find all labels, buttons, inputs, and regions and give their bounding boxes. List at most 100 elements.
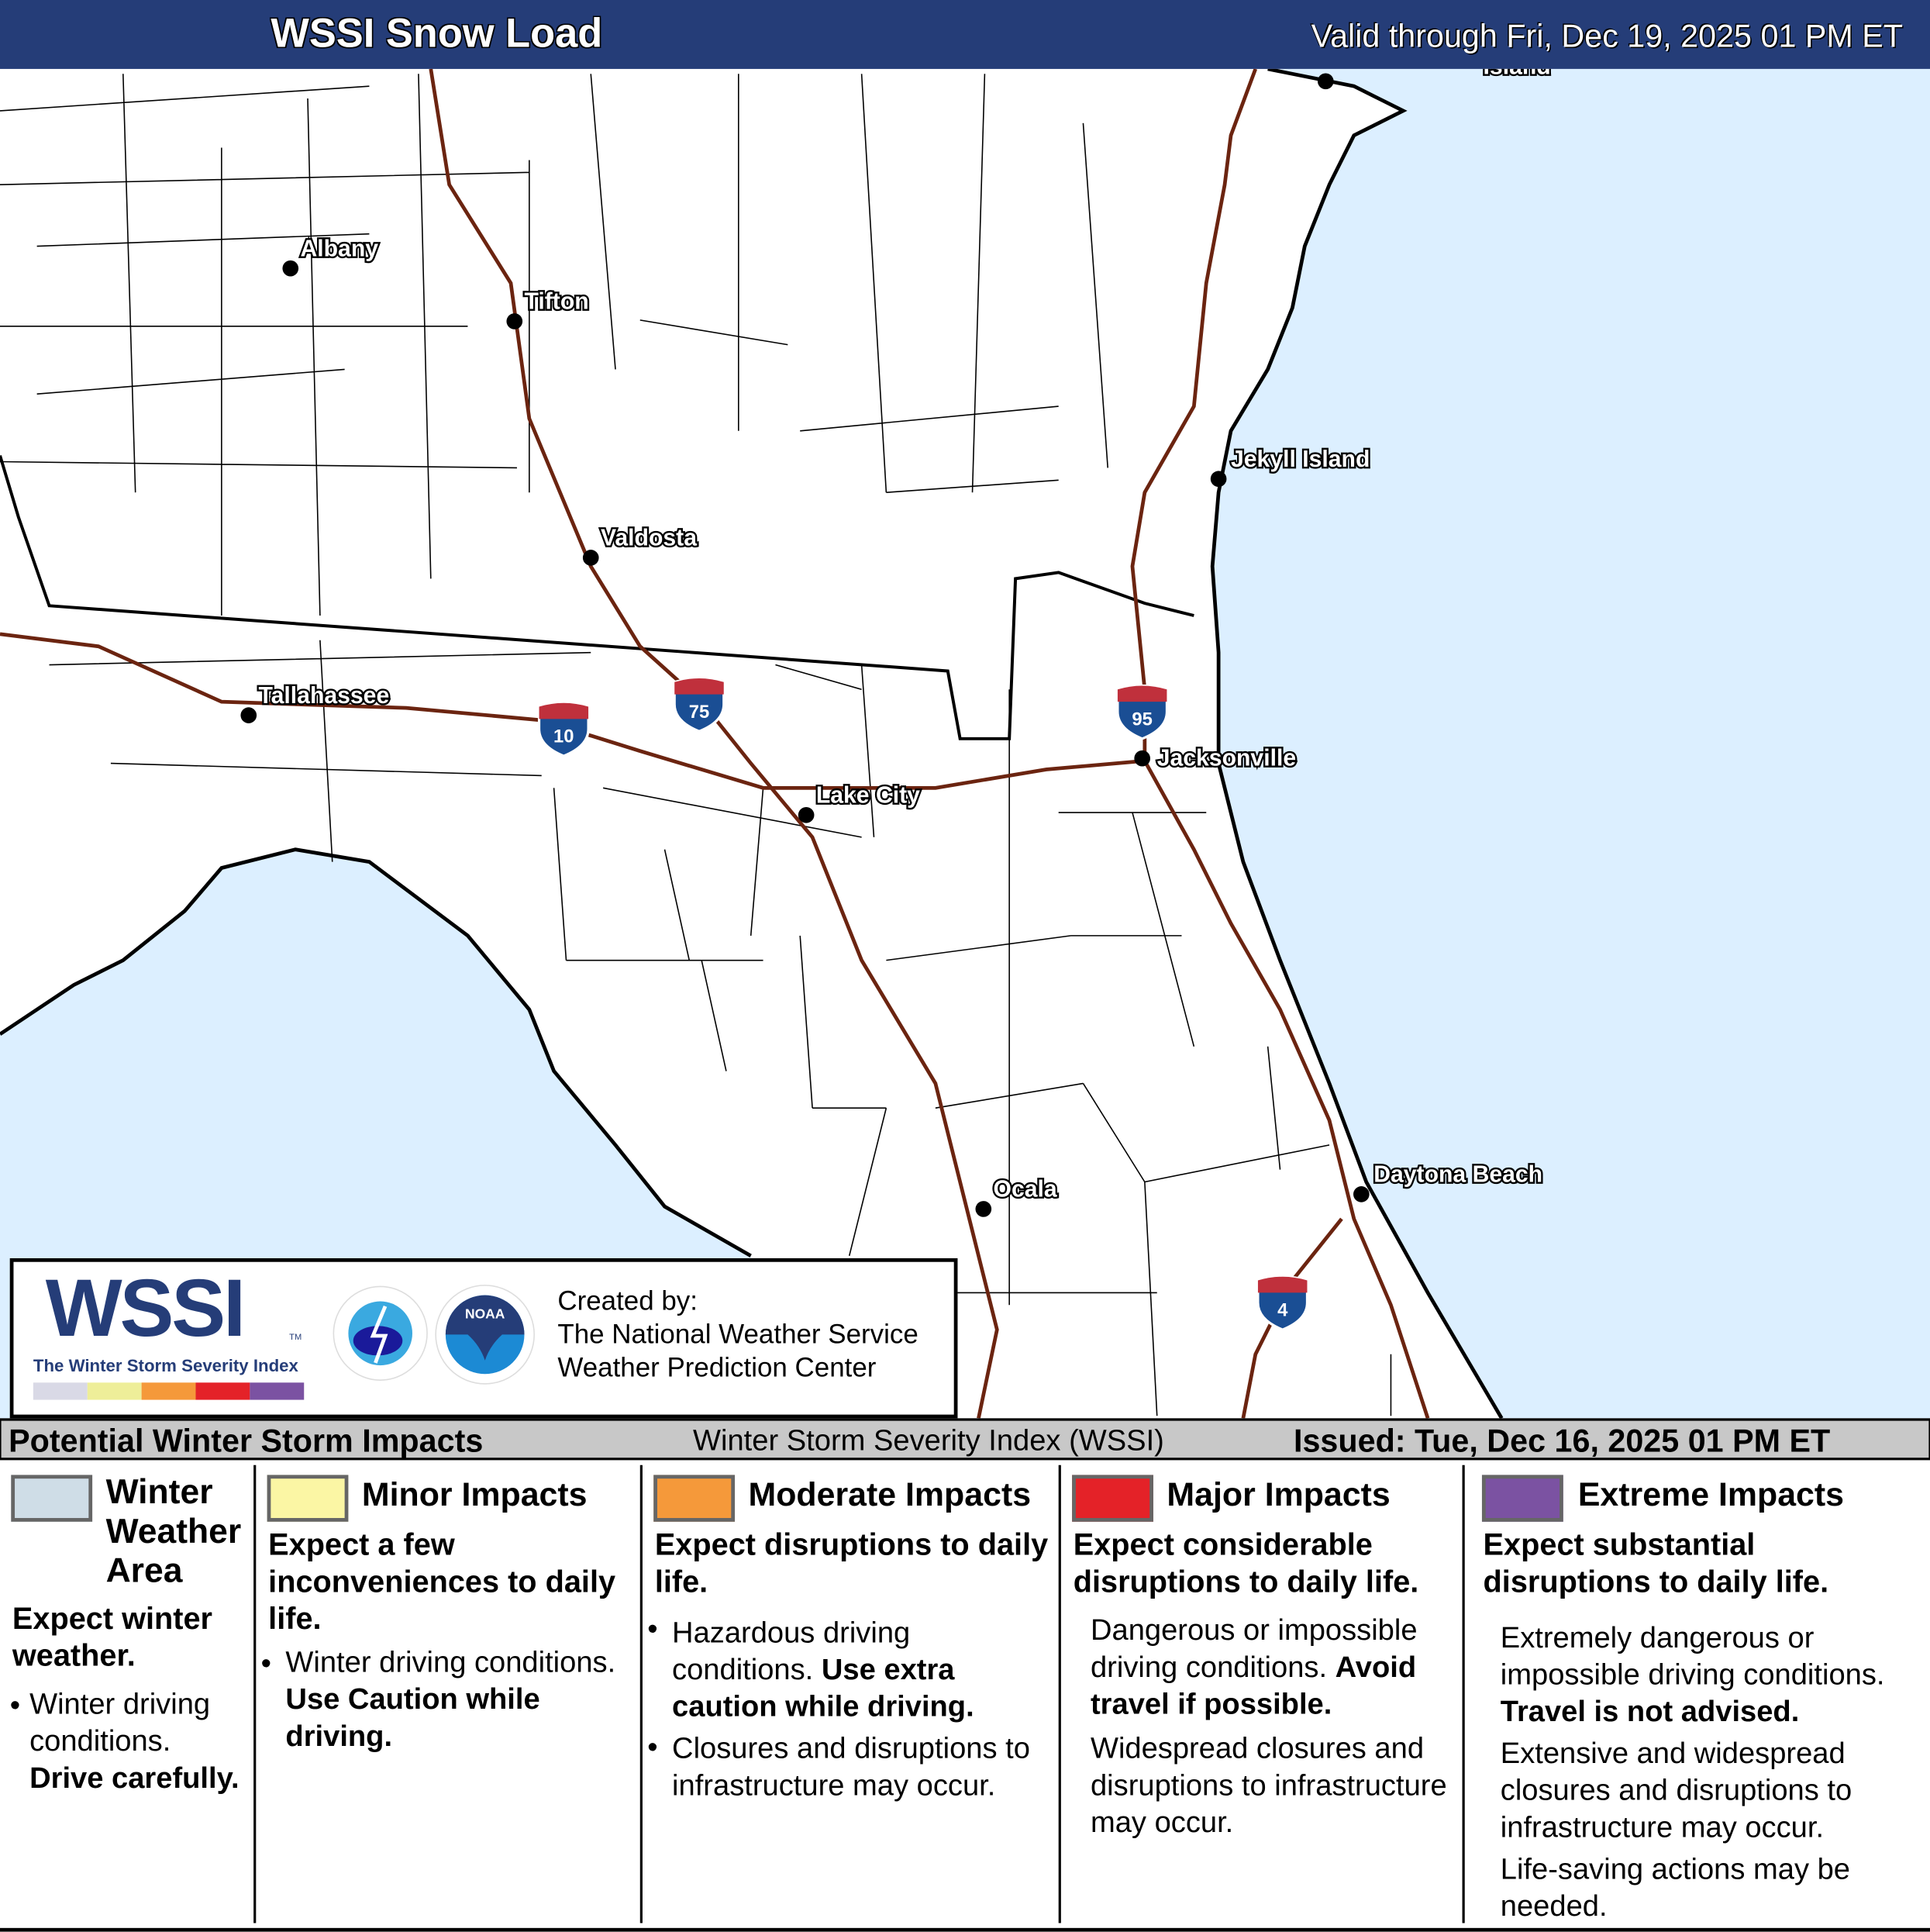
city-dot [798, 806, 815, 823]
category-name: Major Impacts [1167, 1476, 1391, 1513]
georgia-florida-state-line [0, 454, 1194, 740]
legend-title: Potential Winter Storm Impacts [9, 1422, 484, 1459]
category-name: Extreme Impacts [1577, 1476, 1845, 1513]
city-jekyll-island: Jekyll Island [1210, 444, 1372, 488]
coastline [0, 68, 1504, 1419]
city-lake-city: Lake City [798, 781, 922, 823]
trademark: TM [289, 1333, 302, 1342]
city-daytona-beach: Daytona Beach [1353, 1160, 1544, 1202]
category-expect: Expect a few inconveniences to daily lif… [268, 1527, 616, 1637]
legend-extreme: Extreme Impacts Expect substantial disru… [1465, 1460, 1930, 1923]
color-bar-segment [87, 1382, 142, 1400]
city-valdosta: Valdosta [582, 523, 699, 566]
city-dot [1353, 1186, 1370, 1202]
atlantic-ocean [1212, 68, 1930, 1419]
i10-route [0, 632, 1146, 790]
city-label: Tallahassee [258, 683, 389, 709]
swatch-major [1072, 1475, 1153, 1522]
city-label: Ocala [994, 1177, 1057, 1202]
created-by: Created by: The National Weather Service… [557, 1284, 918, 1384]
city-dot [975, 1201, 992, 1217]
issued-time: Issued: Tue, Dec 16, 2025 01 PM ET [1293, 1422, 1831, 1459]
city-dot [240, 707, 257, 723]
county-lines [0, 74, 1392, 1416]
category-detail-2: Extensive and widespread closures and di… [1500, 1737, 1852, 1844]
divider [639, 1465, 643, 1923]
city-dot [1210, 471, 1227, 488]
category-detail: Extremely dangerous or impossible drivin… [1500, 1621, 1885, 1729]
city-label: Jacksonville [1157, 746, 1296, 771]
legend-major: Major Impacts Expect considerable disrup… [1061, 1460, 1463, 1923]
category-name: Winter Weather Area [105, 1472, 242, 1590]
shield-number: 75 [689, 702, 709, 723]
shield-number: 4 [1277, 1300, 1288, 1321]
interstate-shield-95: 95 [1116, 684, 1169, 740]
category-detail: Dangerous or impossible driving conditio… [1090, 1613, 1418, 1722]
created-by-label: Created by: [557, 1285, 698, 1316]
org-nws: The National Weather Service [557, 1318, 918, 1350]
category-detail-2: Closures and disruptions to infrastructu… [672, 1732, 1030, 1803]
swatch-moderate [653, 1475, 736, 1522]
city-label: Tifton [524, 289, 588, 315]
city-ocala: Ocala [975, 1175, 1059, 1217]
swatch-minor [267, 1475, 349, 1522]
divider [1058, 1465, 1061, 1923]
city-dot [1134, 750, 1150, 767]
header-bar: WSSI Snow Load Valid through Fri, Dec 19… [0, 0, 1930, 69]
legend-header: Potential Winter Storm Impacts Winter St… [0, 1418, 1930, 1461]
map: 10 75 95 4 Albany Tifton Valdosta Tallahassee L… [0, 68, 1930, 1419]
interstate-shield-10: 10 [537, 702, 590, 757]
swatch-winter-weather [11, 1475, 93, 1522]
city-label: Lake City [816, 782, 920, 808]
color-bar-segment [195, 1382, 250, 1400]
org-wpc: Weather Prediction Center [557, 1351, 877, 1383]
category-detail-2: Widespread closures and disruptions to i… [1090, 1732, 1447, 1840]
shield-number: 95 [1132, 709, 1153, 730]
city-label: Daytona Beach [1373, 1161, 1542, 1187]
legend-moderate: Moderate Impacts Expect disruptions to d… [643, 1460, 1059, 1923]
wssi-subtitle: The Winter Storm Severity Index [33, 1355, 298, 1375]
category-name: Minor Impacts [361, 1476, 588, 1513]
city-albany: Albany [282, 234, 381, 277]
legend-index-name: Winter Storm Severity Index (WSSI) [693, 1424, 1164, 1458]
city-island: Island [1317, 69, 1553, 90]
legend-minor: Minor Impacts Expect a few inconvenience… [256, 1460, 639, 1923]
color-bar-segment [250, 1382, 305, 1400]
wssi-logo: WSSI [45, 1261, 246, 1354]
swatch-extreme [1481, 1475, 1563, 1522]
divider [1462, 1465, 1465, 1923]
interstate-shield-75: 75 [673, 677, 725, 733]
shield-number: 10 [553, 726, 574, 747]
city-dot [582, 550, 599, 566]
category-name: Moderate Impacts [748, 1476, 1032, 1513]
city-tallahassee: Tallahassee [240, 681, 391, 723]
wssi-color-bar [33, 1382, 305, 1400]
credits-box: WSSI TM The Winter Storm Severity Index … [9, 1258, 958, 1419]
city-dot [1317, 73, 1334, 90]
valid-time: Valid through Fri, Dec 19, 2025 01 PM ET [1311, 17, 1904, 54]
city-jacksonville: Jacksonville [1134, 743, 1298, 773]
category-expect: Expect substantial disruptions to daily … [1483, 1527, 1829, 1599]
city-dot [506, 313, 523, 329]
interstate-shield-4: 4 [1256, 1275, 1309, 1331]
city-label: Island [1484, 69, 1551, 79]
category-expect: Expect winter weather. [12, 1602, 213, 1674]
divider [253, 1465, 257, 1923]
city-tifton: Tifton [506, 287, 591, 329]
category-expect: Expect considerable disruptions to daily… [1073, 1527, 1419, 1599]
category-detail: Winter driving conditions. Use Caution w… [285, 1646, 616, 1754]
noaa-wordmark: NOAA [465, 1306, 505, 1322]
category-detail: Hazardous driving conditions. Use extra … [672, 1616, 974, 1724]
legend-winter-weather-area: Winter Weather Area Expect winter weathe… [0, 1460, 253, 1923]
i75-route [429, 68, 999, 1419]
city-dot [282, 260, 299, 277]
noaa-logo-icon: NOAA [435, 1285, 535, 1385]
category-detail-3: Life-saving actions may be needed. [1500, 1852, 1851, 1923]
category-detail: Winter driving conditions. Drive careful… [29, 1688, 240, 1796]
city-label: Jekyll Island [1231, 447, 1370, 472]
city-label: Albany [300, 236, 378, 261]
map-title: WSSI Snow Load [271, 9, 603, 56]
city-label: Valdosta [601, 525, 697, 550]
category-expect: Expect disruptions to daily life. [654, 1527, 1049, 1599]
